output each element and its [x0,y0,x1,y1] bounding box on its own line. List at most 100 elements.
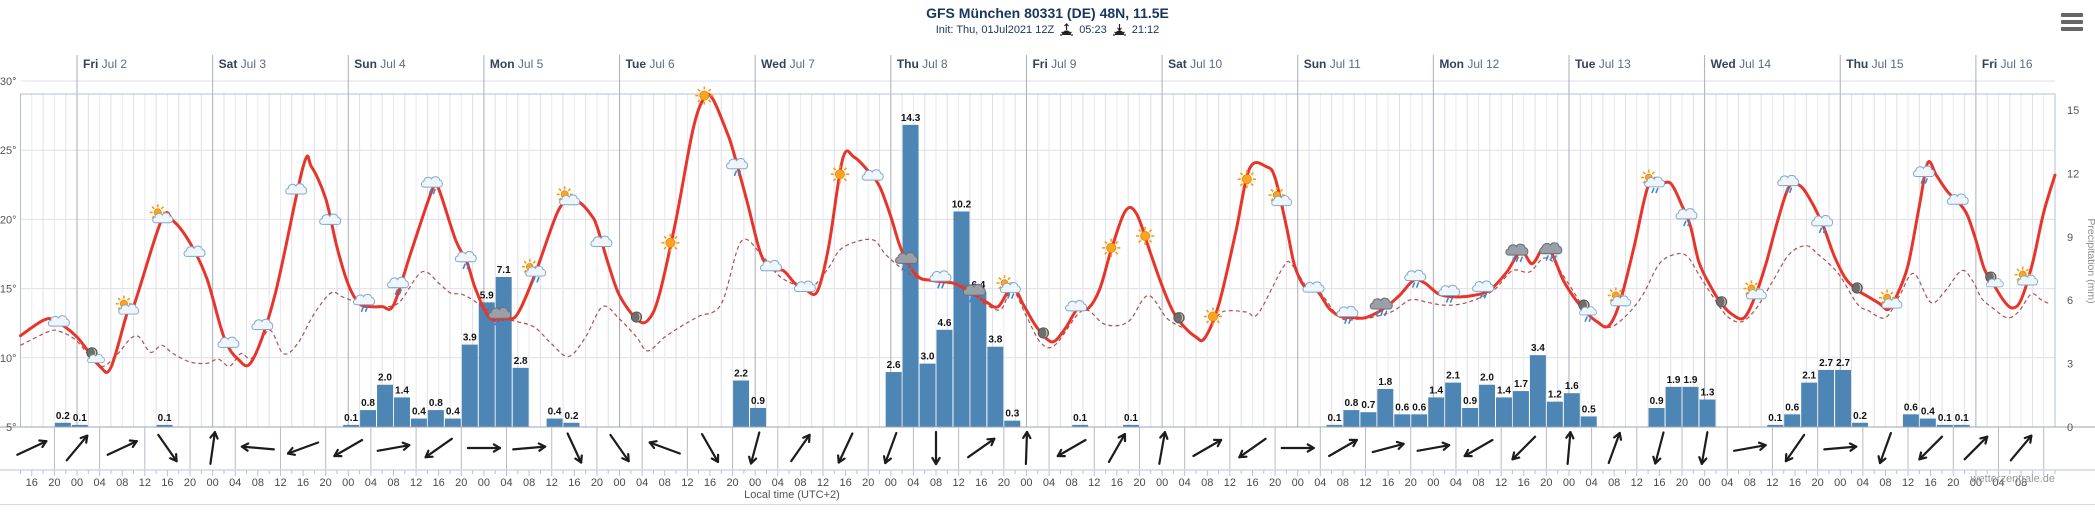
weather-cloud-icon [47,315,70,327]
time-tick-label: 00 [1834,477,1846,489]
time-tick-label: 04 [907,477,919,489]
time-tick-label: 20 [1676,477,1688,489]
precip-bar [1072,424,1089,427]
precip-bar [1411,414,1428,427]
wind-arrow [566,432,583,464]
time-tick-label: 16 [26,477,38,489]
precip-bar-label: 1.9 [1684,375,1698,386]
weather-hrain-icon [1539,242,1563,261]
weather-mooncloud-icon [86,347,105,364]
precip-bar [936,329,953,427]
precip-bar-label: 0.8 [361,398,375,409]
precip-bar-label: 1.2 [1548,390,1562,401]
day-label: Mon Jul 5 [490,57,544,71]
weather-hrain-icon [488,306,512,326]
weather-rain-icon [420,176,443,195]
precip-bar [393,397,410,427]
weather-cloud-icon [251,318,274,331]
precip-bar [360,410,377,427]
time-tick-label: 00 [885,477,897,489]
weather-sun-icon [1136,226,1155,246]
bottom-divider [0,504,2095,505]
time-tick-label: 00 [1427,477,1439,489]
wind-arrow [1463,438,1494,458]
wind-arrow [65,434,89,462]
weather-rain-icon [454,251,477,270]
meteogram-chart: Fri Jul 2 Sat Jul 3 Sun Jul 4 Mon Jul 5 Tue … [0,55,2095,501]
weather-cloud-icon [183,245,206,257]
precip-bar-label: 0.4 [412,407,426,418]
precip-axis-label: 15 [2067,105,2079,117]
wind-arrow [1877,431,1893,465]
time-tick-label: 08 [2015,477,2027,489]
wind-arrow [209,431,219,465]
wind-arrow [1238,437,1267,459]
time-tick-label: 00 [1698,477,1710,489]
precip-bar-label: 0.6 [1395,402,1409,413]
precip-bar [1326,424,1343,427]
weather-moon-icon [1037,327,1050,339]
precip-bar-label: 1.8 [1378,377,1392,388]
weather-suncloud-icon [2014,266,2039,286]
time-tick-label: 08 [1608,477,1620,489]
weather-rain-icon [1811,215,1834,234]
weather-mooncloud-icon [1985,271,2004,288]
day-label: Fri Jul 16 [1982,57,2033,71]
precip-bar [1767,424,1784,427]
weather-sun-icon [1237,170,1256,189]
wind-arrow [16,439,48,456]
sunrise-time: 05:23 [1079,24,1107,36]
time-tick-label: 00 [342,477,354,489]
weather-cloud-icon [1302,281,1325,293]
weather-sunrain-icon [1640,169,1666,194]
time-tick-label: 12 [410,477,422,489]
weather-rain-icon [1675,208,1698,227]
wind-arrow [1652,431,1665,465]
wind-arrow [966,437,996,459]
precip-bar-label: 0.1 [344,413,358,424]
time-tick-label: 04 [1179,477,1191,489]
precip-bar-label: 0.1 [158,413,172,424]
precip-bar-label: 3.9 [463,333,477,344]
weather-moon-icon [630,311,643,323]
temp-axis-label: 20° [0,214,17,226]
time-tick-label: 12 [817,477,829,489]
hamburger-menu-icon[interactable] [2061,13,2083,34]
wind-arrow [700,433,720,463]
precip-bar-label: 0.3 [1005,409,1019,420]
precip-bar-label: 1.9 [1667,375,1681,386]
precip-bar [1360,412,1377,427]
precip-bar-label: 2.0 [1480,373,1494,384]
temp-axis-label: 30° [0,76,17,88]
wind-arrow [157,433,178,463]
time-tick-label: 16 [975,477,987,489]
precip-bar-label: 14.3 [901,113,921,124]
time-tick-label: 12 [1766,477,1778,489]
time-tick-label: 16 [704,477,716,489]
precip-bar [1529,355,1546,427]
time-tick-label: 08 [252,477,264,489]
precip-axis-title: Precipitation (mm) [2085,218,2095,303]
precip-axis-label: 0 [2067,422,2073,434]
precip-bar-label: 1.7 [1514,379,1528,390]
time-tick-label: 16 [1111,477,1123,489]
wind-arrow [1963,435,1989,461]
precip-bar [953,211,970,427]
time-tick-label: 08 [1879,477,1891,489]
wind-arrow [1784,433,1806,463]
wind-arrow [286,441,320,456]
precip-bar [156,424,173,427]
time-tick-label: 00 [613,477,625,489]
weather-hrain-icon [1369,297,1393,317]
weather-sunrain-icon [996,275,1021,299]
time-tick-label: 00 [71,477,83,489]
weather-rain-icon [353,293,376,313]
precip-bar-label: 0.6 [1412,402,1426,413]
precip-bar [1377,388,1394,427]
weather-rain-icon [929,270,952,289]
wind-arrow [466,443,501,453]
precip-bar [1919,418,1936,427]
wind-arrow [424,437,453,459]
weather-suncloud-icon [1743,280,1767,300]
time-tick-label: 04 [1585,477,1597,489]
